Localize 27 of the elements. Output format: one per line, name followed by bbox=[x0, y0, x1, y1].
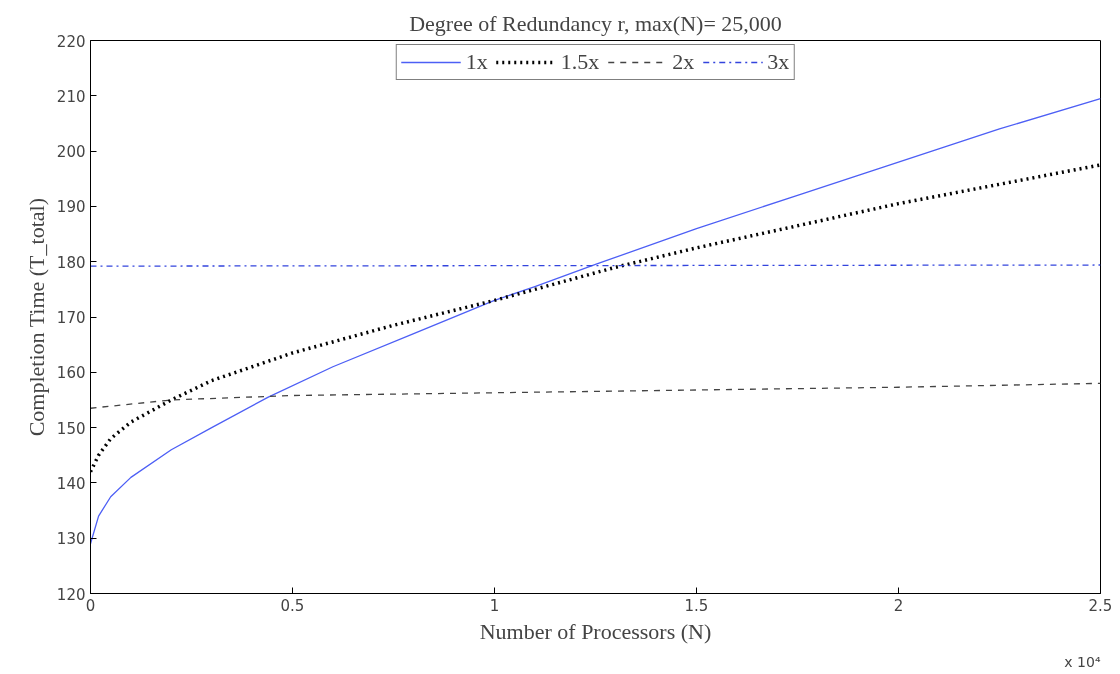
x-tick-label: 2.5 bbox=[1088, 596, 1113, 615]
y-tick-label: 140 bbox=[56, 474, 86, 493]
x-tick-label: 1 bbox=[489, 596, 500, 615]
y-axis-title: Completion Time (T_total) bbox=[23, 198, 49, 437]
y-tick-label: 150 bbox=[56, 419, 86, 438]
y-tick-label: 200 bbox=[56, 143, 86, 162]
x-tick-label: 2 bbox=[893, 596, 904, 615]
y-tick-label: 170 bbox=[56, 309, 86, 327]
y-tick-label: 160 bbox=[56, 364, 86, 383]
x-tick-label: 1.5 bbox=[684, 596, 709, 615]
y-tick-label: 190 bbox=[56, 198, 86, 217]
legend-label: 2x bbox=[672, 49, 695, 75]
x-tick-label: 0 bbox=[85, 596, 96, 615]
y-tick-label: 120 bbox=[56, 585, 86, 604]
text: x 10⁴ bbox=[1064, 653, 1101, 670]
line-series bbox=[90, 97, 1101, 545]
legend-label: 1.5x bbox=[560, 49, 600, 75]
y-tick-label: 220 bbox=[56, 32, 86, 51]
chart-title: Degree of Redundancy r, max(N)= 25,000 bbox=[409, 10, 782, 36]
y-tick-label: 130 bbox=[56, 530, 86, 549]
legend-label: 3x bbox=[767, 49, 790, 75]
line-series bbox=[90, 382, 1101, 409]
x-tick-label: 0.5 bbox=[280, 596, 305, 615]
legend-label: 1x bbox=[465, 49, 488, 75]
x-axis-title: Number of Processors (N) bbox=[479, 618, 712, 644]
y-tick-label: 210 bbox=[56, 87, 86, 106]
y-tick-label: 180 bbox=[56, 253, 86, 272]
